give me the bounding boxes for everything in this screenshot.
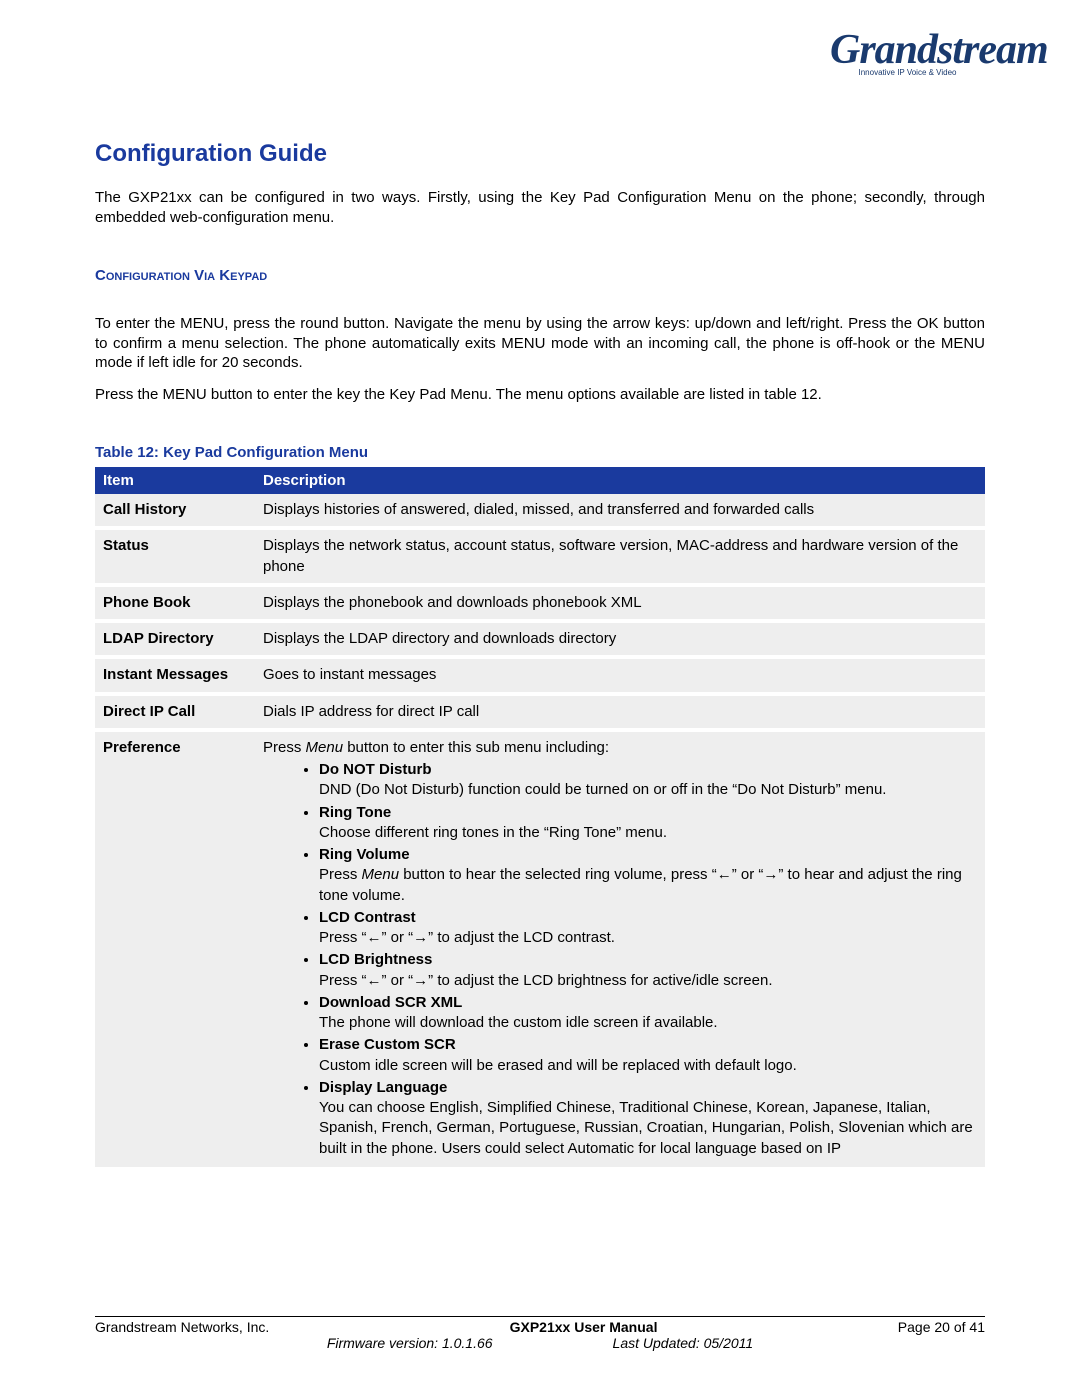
cell-desc: Displays the network status, account sta… [255, 528, 985, 585]
preference-list: Do NOT Disturb DND (Do Not Disturb) func… [263, 760, 977, 1159]
cell-desc: Displays the LDAP directory and download… [255, 621, 985, 657]
pref-item-pre: Press [319, 866, 362, 883]
config-table: Item Description Call History Displays h… [95, 467, 985, 1171]
list-item: Download SCR XML The phone will download… [319, 993, 977, 1034]
footer-firmware: Firmware version: 1.0.1.66 [327, 1335, 493, 1351]
cell-item: LDAP Directory [95, 621, 255, 657]
cell-item: Direct IP Call [95, 694, 255, 730]
pref-item-body: The phone will download the custom idle … [319, 1014, 718, 1031]
pref-item-body: You can choose English, Simplified Chine… [319, 1099, 973, 1157]
pref-item-title: Ring Volume [319, 846, 410, 863]
pref-item-body: Press “←” or “→” to adjust the LCD contr… [319, 929, 615, 946]
pref-item-body: Choose different ring tones in the “Ring… [319, 824, 667, 841]
paragraph-2: Press the MENU button to enter the key t… [95, 385, 985, 405]
footer-center: GXP21xx User Manual [510, 1319, 658, 1335]
pref-item-title: LCD Brightness [319, 951, 432, 968]
pref-item-title: Download SCR XML [319, 994, 462, 1011]
table-caption: Table 12: Key Pad Configuration Menu [95, 444, 985, 461]
pref-intro-a: Press [263, 739, 306, 756]
pref-item-body: Custom idle screen will be erased and wi… [319, 1057, 797, 1074]
page-footer: Grandstream Networks, Inc. GXP21xx User … [95, 1316, 985, 1351]
list-item: Display Language You can choose English,… [319, 1078, 977, 1159]
pref-intro-b: button to enter this sub menu including: [343, 739, 609, 756]
section-heading: Configuration Via Keypad [95, 267, 985, 284]
table-row: Phone Book Displays the phonebook and do… [95, 585, 985, 621]
cell-item: Phone Book [95, 585, 255, 621]
cell-desc: Dials IP address for direct IP call [255, 694, 985, 730]
table-row: Call History Displays histories of answe… [95, 494, 985, 528]
col-description: Description [255, 467, 985, 494]
list-item: Ring Volume Press Menu button to hear th… [319, 845, 977, 906]
cell-item: Status [95, 528, 255, 585]
list-item: LCD Contrast Press “←” or “→” to adjust … [319, 908, 977, 949]
cell-desc: Goes to instant messages [255, 657, 985, 693]
table-row: LDAP Directory Displays the LDAP directo… [95, 621, 985, 657]
page-body: Configuration Guide The GXP21xx can be c… [0, 0, 1080, 1171]
logo-text: Grandstream [830, 32, 985, 70]
list-item: LCD Brightness Press “←” or “→” to adjus… [319, 950, 977, 991]
pref-item-post: button to hear the selected ring volume,… [319, 866, 962, 903]
cell-item: Preference [95, 730, 255, 1169]
intro-paragraph: The GXP21xx can be configured in two way… [95, 188, 985, 227]
pref-item-title: Ring Tone [319, 804, 391, 821]
cell-item: Call History [95, 494, 255, 528]
pref-item-title: Erase Custom SCR [319, 1036, 456, 1053]
cell-item: Instant Messages [95, 657, 255, 693]
list-item: Ring Tone Choose different ring tones in… [319, 803, 977, 844]
paragraph-1: To enter the MENU, press the round butto… [95, 314, 985, 373]
pref-item-body: Press “←” or “→” to adjust the LCD brigh… [319, 972, 773, 989]
footer-right: Page 20 of 41 [898, 1319, 985, 1335]
pref-item-title: Display Language [319, 1079, 447, 1096]
page-title: Configuration Guide [95, 140, 985, 168]
pref-item-title: LCD Contrast [319, 909, 416, 926]
pref-intro-menu: Menu [306, 739, 344, 756]
list-item: Do NOT Disturb DND (Do Not Disturb) func… [319, 760, 977, 801]
col-item: Item [95, 467, 255, 494]
brand-logo: Grandstream Innovative IP Voice & Video [830, 32, 985, 102]
table-row: Direct IP Call Dials IP address for dire… [95, 694, 985, 730]
pref-item-menu: Menu [362, 866, 400, 883]
cell-desc-preference: Press Menu button to enter this sub menu… [255, 730, 985, 1169]
table-row: Status Displays the network status, acco… [95, 528, 985, 585]
pref-item-title: Do NOT Disturb [319, 761, 432, 778]
cell-desc: Displays the phonebook and downloads pho… [255, 585, 985, 621]
cell-desc: Displays histories of answered, dialed, … [255, 494, 985, 528]
footer-left: Grandstream Networks, Inc. [95, 1319, 269, 1335]
table-row: Preference Press Menu button to enter th… [95, 730, 985, 1169]
list-item: Erase Custom SCR Custom idle screen will… [319, 1035, 977, 1076]
pref-item-body: DND (Do Not Disturb) function could be t… [319, 781, 886, 798]
table-row: Instant Messages Goes to instant message… [95, 657, 985, 693]
footer-updated: Last Updated: 05/2011 [613, 1335, 754, 1351]
